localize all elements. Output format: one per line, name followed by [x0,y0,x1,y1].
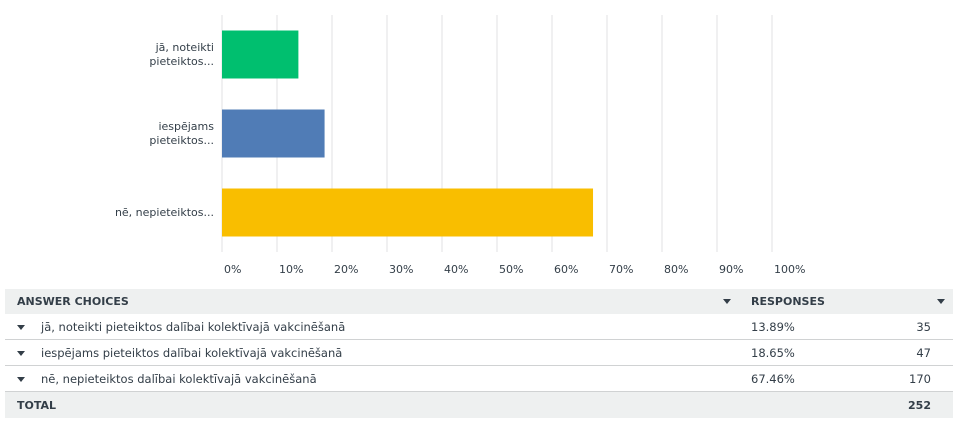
cell: 47 [901,339,953,366]
total-row: TOTAL 252 [5,391,953,418]
count-text: 35 [916,319,931,334]
x-tick-label: 20% [334,263,358,276]
x-tick-label: 90% [719,263,743,276]
header-text: ANSWER CHOICES [17,295,129,308]
percent-text: 67.46% [751,371,795,386]
cell: jā, noteikti pieteiktos dalībai kolektīv… [5,314,739,340]
x-tick-label: 60% [554,263,578,276]
y-tick-label: iespējams pieteiktos... [149,119,214,147]
cell: iespējams pieteiktos dalībai kolektīvajā… [5,339,739,366]
percent-text: 13.89% [751,319,795,334]
x-tick-label: 10% [279,263,303,276]
x-tick-label: 80% [664,263,688,276]
bar [222,188,594,237]
answer-text: jā, noteikti pieteiktos dalībai kolektīv… [41,319,346,334]
sort-icon[interactable] [937,299,945,304]
table-row: nē, nepieteiktos dalībai kolektīvajā vak… [5,365,953,392]
table-row: jā, noteikti pieteiktos dalībai kolektīv… [5,314,953,340]
total-value: 252 [901,391,953,418]
cell: 170 [901,365,953,392]
x-tick-label: 30% [389,263,413,276]
expand-icon[interactable] [17,350,25,356]
table-header: ANSWER CHOICES RESPONSES [5,289,953,314]
total-label: TOTAL [5,391,739,418]
x-tick-label: 50% [499,263,523,276]
x-tick-label: 40% [444,263,468,276]
x-tick-label: 70% [609,263,633,276]
header-text: RESPONSES [751,295,825,308]
cell: 13.89% [739,314,901,340]
percent-text: 18.65% [751,345,795,360]
cell: 35 [901,314,953,340]
cell [739,391,901,418]
chart: 0% 10% 20% 30% 40% 50% 60% 70% 80% 90% 100% [221,15,805,276]
count-text: 170 [909,371,931,386]
expand-icon[interactable] [17,324,25,330]
count-text: 47 [916,345,931,360]
y-tick-label: jā, noteikti pieteiktos... [149,40,214,68]
cell: 67.46% [739,365,901,392]
answer-text: nē, nepieteiktos dalībai kolektīvajā vak… [41,371,317,386]
table-row: iespējams pieteiktos dalībai kolektīvajā… [5,339,953,366]
bar [222,30,299,79]
x-tick-label: 0% [224,263,241,276]
cell: 18.65% [739,339,901,366]
x-tick-label: 100% [774,263,805,276]
response-table: ANSWER CHOICES RESPONSES jā, noteikti pi… [5,289,953,418]
header-cell: ANSWER CHOICES [5,289,739,314]
cell: nē, nepieteiktos dalībai kolektīvajā vak… [5,365,739,392]
answer-text: iespējams pieteiktos dalībai kolektīvajā… [41,345,343,360]
y-tick-label: nē, nepieteiktos... [114,205,214,219]
expand-icon[interactable] [17,376,25,382]
bar [222,109,325,158]
header-cell: RESPONSES [739,289,953,314]
sort-icon[interactable] [723,299,731,304]
